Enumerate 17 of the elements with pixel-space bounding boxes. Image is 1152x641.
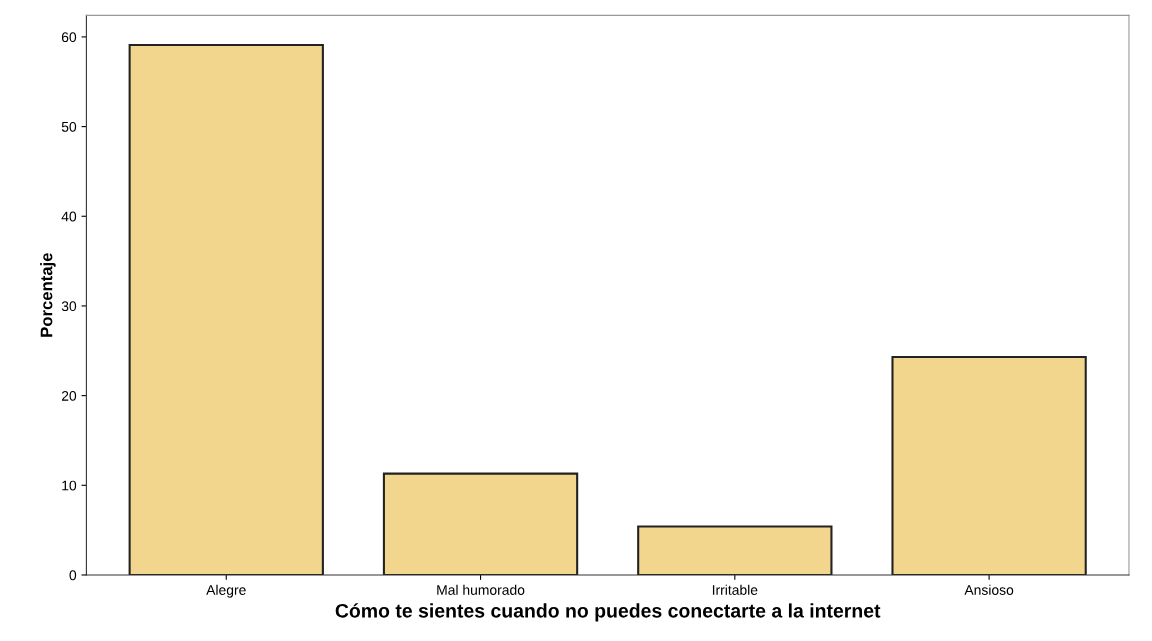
y-tick-label: 50 xyxy=(61,121,77,132)
y-tick-label: 60 xyxy=(61,32,77,43)
y-axis-title: Porcentaje xyxy=(40,253,56,337)
bar xyxy=(382,472,579,575)
bar xyxy=(891,356,1087,575)
y-tick-label: 40 xyxy=(61,211,77,222)
y-tick-label: 10 xyxy=(62,480,77,491)
x-tick-label: Mal humorado xyxy=(437,584,525,595)
y-tick-label: 20 xyxy=(61,390,77,401)
x-tick-label: Alegre xyxy=(206,584,246,598)
x-tick-label: Irritable xyxy=(712,584,758,595)
y-tick-label: 30 xyxy=(61,301,77,312)
bar xyxy=(128,43,324,575)
bar xyxy=(637,525,833,575)
y-tick-label: 0 xyxy=(69,570,77,581)
x-tick-label: Ansioso xyxy=(964,584,1014,595)
x-axis-title: Cómo te sientes cuando no puedes conectarte a la internet xyxy=(335,603,881,622)
